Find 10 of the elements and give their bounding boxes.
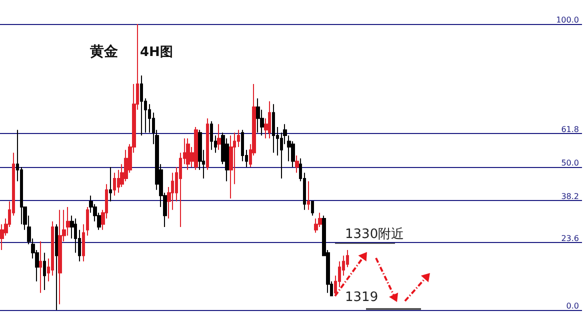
y-tick-label: 61.8 bbox=[561, 124, 579, 134]
text: 4H图 bbox=[140, 45, 173, 60]
text: 黄金 bbox=[89, 44, 119, 60]
y-tick-label: 38.2 bbox=[561, 192, 579, 202]
annotation: 1319 bbox=[345, 290, 378, 305]
y-tick-label: 50.0 bbox=[561, 158, 579, 168]
y-tick-label: 0.0 bbox=[566, 302, 579, 310]
annotation: 1330附近 bbox=[345, 227, 404, 242]
y-tick-label: 100.0 bbox=[556, 16, 579, 24]
y-tick-label: 23.6 bbox=[561, 234, 579, 244]
